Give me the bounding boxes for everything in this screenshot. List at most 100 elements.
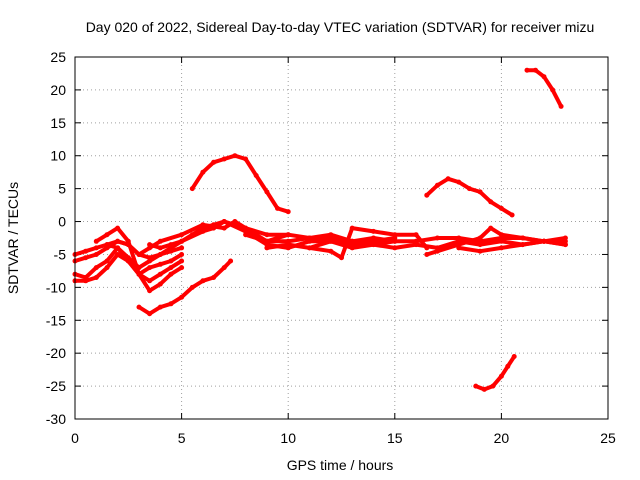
data-point <box>498 232 504 238</box>
data-point <box>456 245 462 251</box>
data-point <box>456 179 462 185</box>
data-point <box>413 242 419 248</box>
data-point <box>477 189 483 195</box>
data-point <box>520 242 526 248</box>
data-series <box>72 67 568 392</box>
data-point <box>147 311 153 317</box>
data-point <box>179 238 185 244</box>
data-point <box>541 238 547 244</box>
data-point <box>541 74 547 80</box>
data-point <box>339 255 344 261</box>
y-tick-label: 20 <box>50 82 66 98</box>
data-point <box>179 258 185 264</box>
data-point <box>136 271 142 277</box>
x-tick-label: 5 <box>178 430 186 446</box>
data-point <box>413 232 419 238</box>
data-point <box>136 252 142 257</box>
data-point <box>558 103 564 109</box>
data-point <box>392 232 398 238</box>
y-tick-label: 0 <box>58 214 66 230</box>
data-point <box>157 252 163 257</box>
data-point <box>307 245 312 251</box>
data-point <box>533 67 538 73</box>
data-point <box>115 225 121 231</box>
data-point <box>253 173 259 178</box>
data-point <box>189 186 195 192</box>
data-point <box>157 281 163 287</box>
y-tick-label: -20 <box>46 345 66 361</box>
data-point <box>93 238 99 244</box>
data-point <box>221 265 227 271</box>
data-point <box>243 232 249 238</box>
data-point <box>424 252 430 257</box>
data-point <box>189 284 195 290</box>
data-point <box>104 232 110 238</box>
data-point <box>157 238 163 244</box>
data-point <box>505 363 511 369</box>
data-point <box>104 242 110 248</box>
data-point <box>275 205 280 211</box>
x-tick-label: 0 <box>71 430 79 446</box>
data-point <box>498 245 504 251</box>
data-point <box>349 245 355 251</box>
data-point <box>424 192 430 198</box>
data-point <box>520 235 526 241</box>
data-point <box>104 258 110 264</box>
data-point <box>328 232 334 238</box>
data-point <box>221 219 227 224</box>
series-line-arc-h <box>137 259 233 316</box>
data-point <box>509 212 515 218</box>
data-point <box>211 159 217 165</box>
data-point <box>349 225 355 231</box>
data-point <box>328 248 334 254</box>
y-tick-label: -25 <box>46 378 66 394</box>
data-point <box>488 199 494 205</box>
data-point <box>83 248 89 254</box>
data-point <box>285 232 291 238</box>
data-point <box>490 383 496 389</box>
data-point <box>221 156 227 162</box>
data-point <box>125 258 131 264</box>
y-tick-label: 10 <box>50 148 66 164</box>
data-point <box>550 87 556 93</box>
data-point <box>445 176 451 182</box>
data-point <box>264 238 270 244</box>
data-point <box>189 232 195 238</box>
data-point <box>147 242 153 248</box>
x-axis-label: GPS time / hours <box>287 457 394 473</box>
data-point <box>147 265 153 271</box>
data-point <box>498 373 504 379</box>
data-point <box>392 245 398 251</box>
data-point <box>371 228 376 234</box>
data-point <box>179 252 185 257</box>
data-point <box>562 238 568 244</box>
data-point <box>498 205 504 211</box>
data-point <box>168 271 174 277</box>
data-point <box>264 232 270 238</box>
data-point <box>168 258 174 264</box>
y-axis-label: SDTVAR / TECUs <box>5 182 21 294</box>
y-tick-label: -5 <box>54 246 67 262</box>
data-point <box>285 209 291 215</box>
data-point <box>498 238 504 244</box>
data-point <box>211 222 217 228</box>
data-point <box>147 278 153 284</box>
data-point <box>307 235 312 241</box>
data-point <box>434 248 440 254</box>
data-point <box>179 232 185 238</box>
data-point <box>168 242 174 248</box>
data-point <box>115 245 121 251</box>
data-point <box>371 235 376 241</box>
data-point <box>168 301 174 307</box>
y-tick-label: 5 <box>58 181 66 197</box>
data-point <box>104 265 110 271</box>
data-point <box>157 261 163 267</box>
x-tick-label: 20 <box>494 430 510 446</box>
data-point <box>179 265 185 271</box>
data-point <box>264 245 270 251</box>
data-point <box>83 278 89 284</box>
data-point <box>93 245 99 251</box>
x-tick-label: 10 <box>280 430 296 446</box>
y-tick-label: -30 <box>46 411 66 427</box>
